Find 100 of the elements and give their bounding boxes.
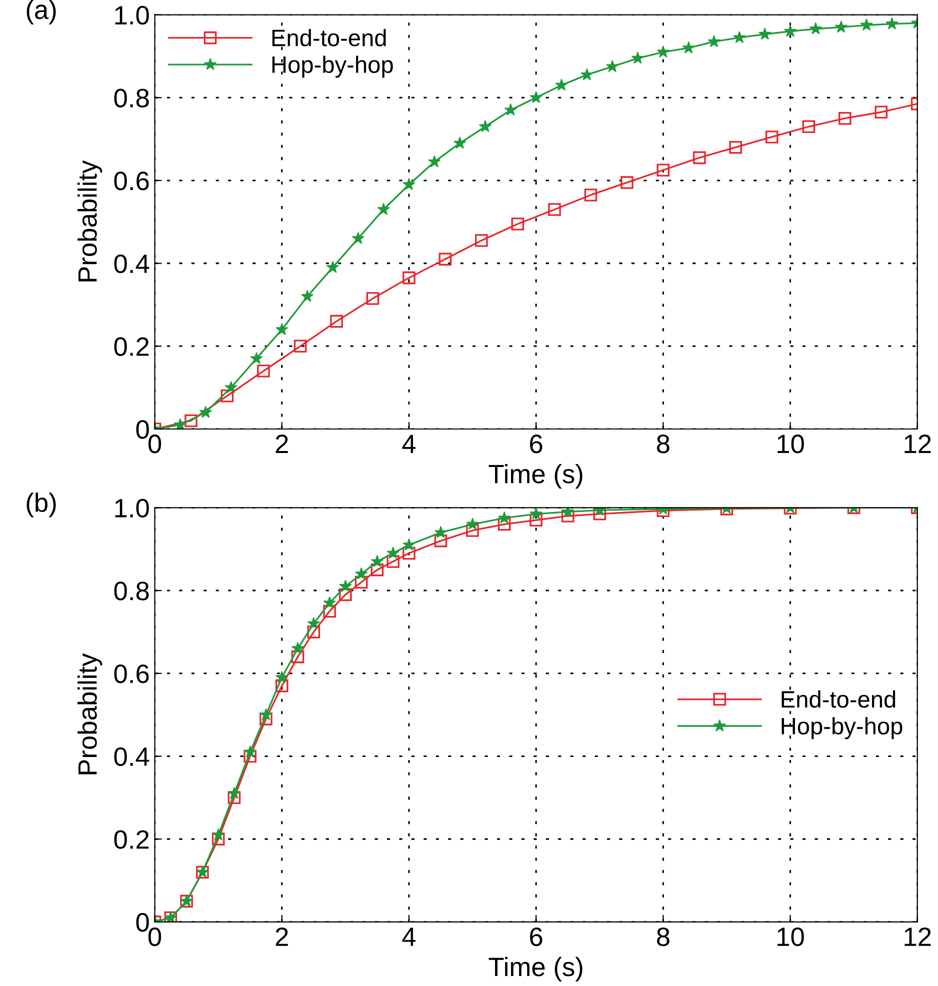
x-tick-label: 4 <box>402 928 416 946</box>
point <box>402 178 416 190</box>
point <box>548 203 561 216</box>
point <box>834 20 848 33</box>
point <box>620 176 634 189</box>
point <box>386 555 400 568</box>
point <box>244 750 256 763</box>
point <box>386 546 400 559</box>
point <box>354 576 368 589</box>
point <box>466 524 479 537</box>
x-tick-label: 12 <box>904 434 931 453</box>
x-tick-label: 10 <box>778 927 804 946</box>
point <box>228 791 241 804</box>
x-tick-label: 8 <box>656 434 670 454</box>
point <box>708 35 720 48</box>
point <box>370 563 384 576</box>
y-axis-title: Probability <box>78 160 102 282</box>
y-tick-label: 0.6 <box>114 664 149 684</box>
point <box>874 106 888 119</box>
x-tick-label: 0 <box>148 927 162 946</box>
point <box>466 518 479 530</box>
point <box>307 617 320 630</box>
point <box>276 322 288 336</box>
point <box>561 508 574 518</box>
point <box>199 406 212 418</box>
point <box>434 526 448 538</box>
point <box>402 546 416 560</box>
point <box>555 78 568 91</box>
point <box>580 68 594 80</box>
point <box>184 414 198 428</box>
point <box>434 534 448 548</box>
point <box>656 164 670 177</box>
legend-label: End-to-end <box>272 28 386 46</box>
point <box>224 380 238 394</box>
y-tick-label: 0.2 <box>114 337 149 356</box>
point <box>307 626 320 638</box>
y-tick-label: 0.4 <box>114 747 150 766</box>
point <box>354 567 368 580</box>
point <box>498 518 511 531</box>
chart-title: (a) <box>26 0 56 24</box>
y-tick-label: 1.0 <box>115 6 149 25</box>
point <box>257 364 270 378</box>
y-tick-label: 0 <box>136 420 149 439</box>
point <box>291 650 304 664</box>
point <box>300 290 314 302</box>
y-tick-label: 1.0 <box>115 498 149 518</box>
chart-title: (b) <box>26 492 56 518</box>
point <box>212 832 225 846</box>
point <box>530 514 542 527</box>
point <box>758 28 772 40</box>
point <box>377 202 390 215</box>
point <box>228 786 241 799</box>
point <box>294 340 307 353</box>
point <box>352 232 364 244</box>
point <box>530 508 542 520</box>
x-axis-title: Time (s) <box>488 464 582 489</box>
point <box>370 554 384 568</box>
point <box>809 22 822 34</box>
x-tick-label: 2 <box>276 434 288 453</box>
point <box>498 511 511 524</box>
point <box>402 271 416 284</box>
x-tick-label: 10 <box>778 434 804 454</box>
point <box>838 112 852 125</box>
point <box>530 90 542 104</box>
point <box>886 17 898 30</box>
point <box>428 155 441 168</box>
x-tick-label: 12 <box>904 927 931 946</box>
point <box>478 120 492 132</box>
x-axis-title: Time (s) <box>488 956 582 982</box>
y-tick-label: 0.8 <box>114 582 149 600</box>
y-tick-label: 0.2 <box>114 830 149 849</box>
point <box>244 745 256 758</box>
y-axis-title: Probability <box>78 653 102 774</box>
point <box>682 41 695 54</box>
point <box>323 596 336 608</box>
point <box>330 314 343 328</box>
x-tick-label: 6 <box>530 927 542 946</box>
point <box>174 418 187 429</box>
point <box>504 103 518 116</box>
point <box>402 538 416 550</box>
point <box>606 60 619 72</box>
y-tick-label: 0.8 <box>114 88 149 108</box>
legend-label: Hop-by-hop <box>782 717 902 740</box>
x-tick-label: 2 <box>276 927 288 946</box>
point <box>212 828 225 840</box>
point <box>260 712 272 726</box>
point <box>765 130 778 144</box>
point <box>656 45 670 58</box>
point <box>250 352 263 364</box>
point <box>220 389 234 402</box>
legend-label: Hop-by-hop <box>272 56 393 78</box>
point <box>475 234 488 247</box>
point <box>784 24 797 37</box>
x-tick-label: 6 <box>530 434 542 454</box>
point <box>584 188 598 202</box>
point <box>453 136 466 149</box>
y-tick-label: 0.6 <box>114 172 149 190</box>
point <box>802 120 816 134</box>
point <box>260 708 272 720</box>
x-tick-label: 4 <box>402 434 416 453</box>
